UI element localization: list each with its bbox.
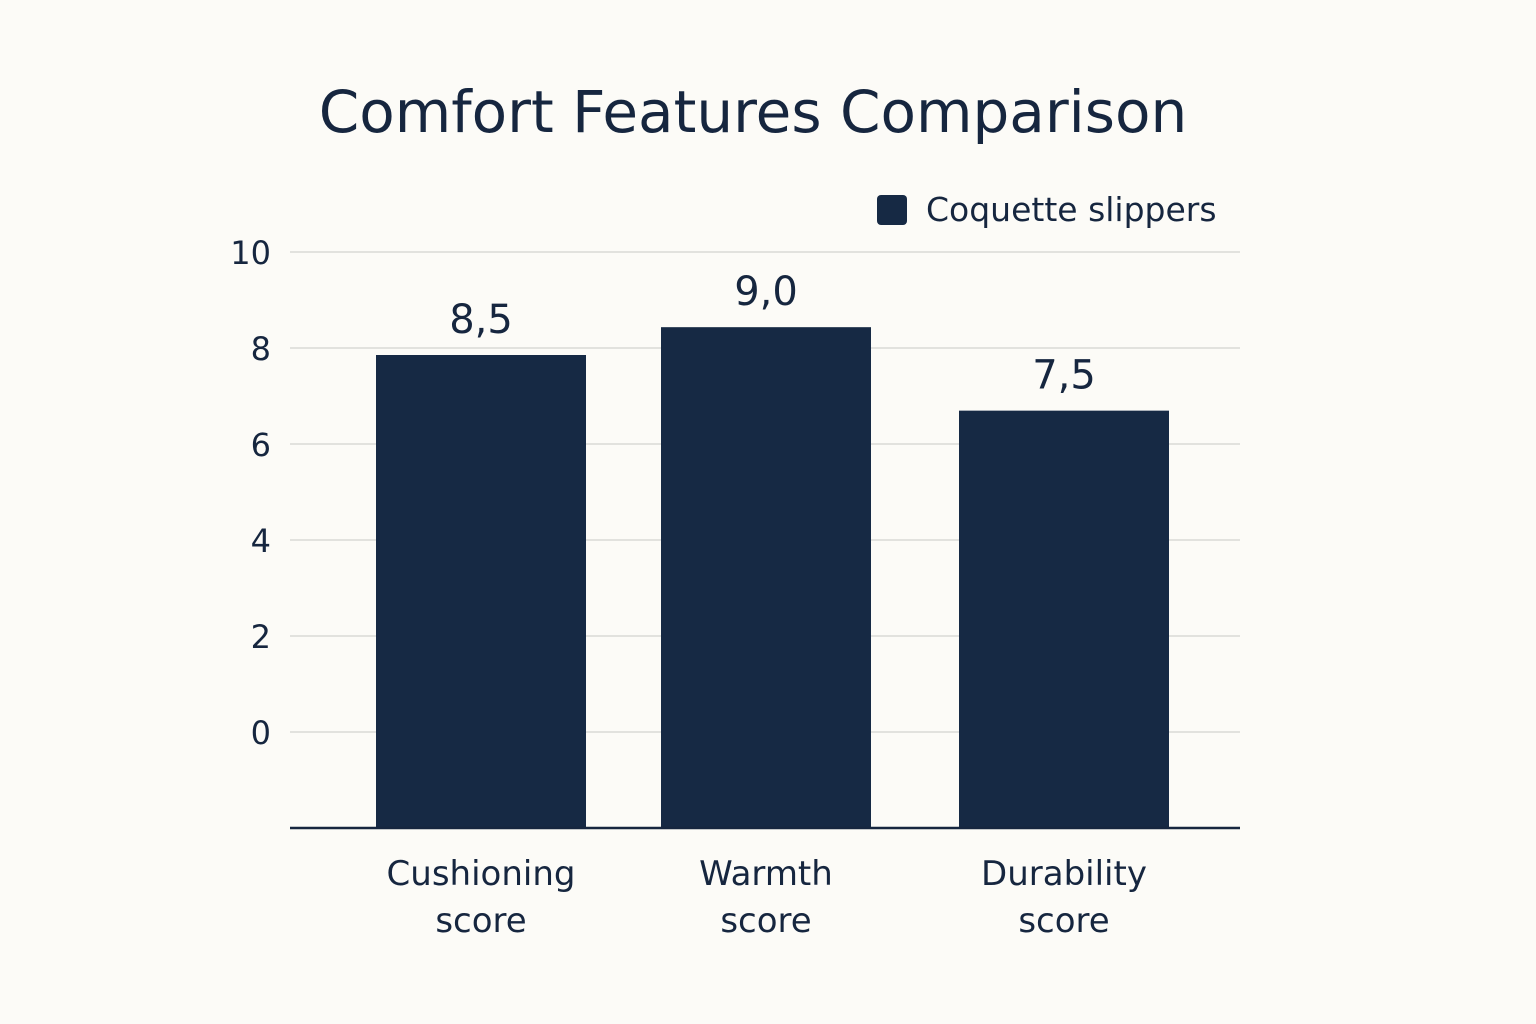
y-tick-label: 6 [251, 426, 271, 464]
bar-value-label: 8,5 [449, 297, 513, 343]
bar-value-label: 9,0 [734, 269, 798, 315]
y-tick-label: 2 [251, 618, 271, 656]
legend-label: Coquette slippers [926, 190, 1217, 229]
bar-value-label: 7,5 [1032, 353, 1096, 399]
y-tick-label: 0 [251, 714, 271, 752]
bar [959, 410, 1169, 828]
legend: Coquette slippers [877, 190, 1217, 229]
bars [376, 327, 1169, 828]
legend-swatch [877, 195, 907, 225]
x-axis-categories: Cushioning score Warmth score Durability scor… [387, 854, 1147, 941]
bar [661, 327, 871, 828]
bar [376, 355, 586, 828]
y-tick-label: 4 [251, 522, 271, 560]
x-category-label: score [720, 901, 811, 941]
x-category-label: Cushioning [387, 854, 576, 894]
x-category-label: score [435, 901, 526, 941]
y-tick-label: 8 [251, 330, 271, 368]
x-category-label: Warmth [699, 854, 833, 894]
x-category-label: Durability [981, 854, 1147, 894]
y-tick-label: 10 [230, 234, 271, 272]
y-axis-ticks: 10 8 6 4 2 0 [230, 234, 271, 752]
chart-title: Comfort Features Comparison [319, 78, 1188, 146]
x-category-label: score [1018, 901, 1109, 941]
value-labels: 8,5 9,0 7,5 [449, 269, 1096, 398]
